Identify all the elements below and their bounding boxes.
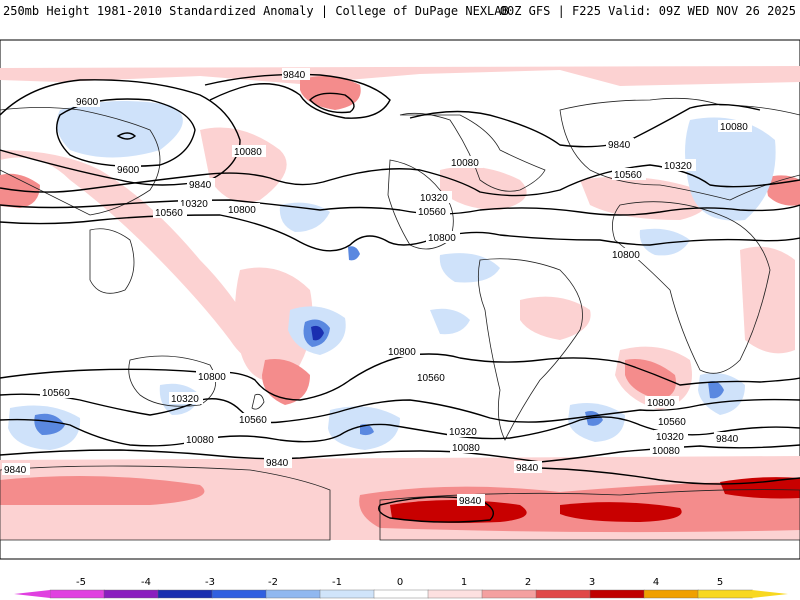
colorbar-tick-label: -2 xyxy=(268,577,278,588)
contour-label-10560: 10560 xyxy=(418,207,446,218)
colorbar-swatches xyxy=(14,589,788,599)
contour-label-10800: 10800 xyxy=(428,233,456,244)
colorbar-tick-label: 1 xyxy=(461,577,467,588)
contour-label-10800: 10800 xyxy=(198,372,226,383)
contour-label-10800: 10800 xyxy=(612,250,640,261)
contour-label-9600: 9600 xyxy=(117,165,140,176)
model-run-info: 00Z GFS | F225 Valid: 09Z WED NOV 26 202… xyxy=(499,4,796,18)
contour-label-9840: 9840 xyxy=(266,458,289,469)
contour-label-10560: 10560 xyxy=(42,388,70,399)
contour-label-10320: 10320 xyxy=(171,394,199,405)
contour-label-9840: 9840 xyxy=(283,70,306,81)
colorbar-tick-labels: -5 -4 -3 -2 -1 0 1 2 3 4 5 xyxy=(76,577,723,588)
strong-negative-fills xyxy=(311,325,324,341)
colorbar-tick-label: -4 xyxy=(141,577,151,588)
contour-label-10080: 10080 xyxy=(186,435,214,446)
colorbar-tick-label: -1 xyxy=(332,577,342,588)
colorbar-tick-label: 2 xyxy=(525,577,531,588)
contour-label-10320: 10320 xyxy=(420,193,448,204)
colorbar-min-extension xyxy=(14,590,50,598)
colorbar-swatch xyxy=(265,589,321,599)
contour-label-9840: 9840 xyxy=(4,465,27,476)
contour-labels: 9840 9600 9600 9840 10080 10320 10560 10… xyxy=(2,68,752,507)
contour-label-9840: 9840 xyxy=(516,463,539,474)
colorbar-swatch xyxy=(589,589,645,599)
map-title: 250mb Height 1981-2010 Standardized Anom… xyxy=(3,4,509,18)
contour-label-10800: 10800 xyxy=(228,205,256,216)
contour-label-9840: 9840 xyxy=(459,496,482,507)
colorbar-swatch xyxy=(535,589,591,599)
contour-label-10560: 10560 xyxy=(658,417,686,428)
contour-label-10560: 10560 xyxy=(417,373,445,384)
colorbar-swatch xyxy=(211,589,267,599)
contour-label-10800: 10800 xyxy=(647,398,675,409)
colorbar-swatch xyxy=(427,589,483,599)
contour-label-10560: 10560 xyxy=(155,208,183,219)
colorbar-swatch xyxy=(319,589,375,599)
contour-label-10080: 10080 xyxy=(452,443,480,454)
colorbar-swatch xyxy=(481,589,537,599)
colorbar-swatch xyxy=(643,589,699,599)
contour-label-9840: 9840 xyxy=(189,180,212,191)
contour-label-10080: 10080 xyxy=(234,147,262,158)
colorbar-swatch xyxy=(373,589,429,599)
colorbar-swatch xyxy=(49,589,105,599)
colorbar-tick-label: 4 xyxy=(653,577,659,588)
colorbar-max-extension xyxy=(752,590,788,598)
contour-label-9840: 9840 xyxy=(716,434,739,445)
contour-label-10080: 10080 xyxy=(652,446,680,457)
colorbar-swatch xyxy=(157,589,213,599)
contour-label-9840: 9840 xyxy=(608,140,631,151)
contour-label-10320: 10320 xyxy=(656,432,684,443)
colorbar-tick-label: -3 xyxy=(205,577,215,588)
colorbar-tick-label: 5 xyxy=(717,577,723,588)
contour-label-10080: 10080 xyxy=(720,122,748,133)
contour-label-10560: 10560 xyxy=(239,415,267,426)
contour-label-10320: 10320 xyxy=(449,427,477,438)
contour-label-10320: 10320 xyxy=(180,199,208,210)
colorbar-legend: -5 -4 -3 -2 -1 0 1 2 3 4 5 xyxy=(14,577,788,599)
colorbar-tick-label: -5 xyxy=(76,577,86,588)
colorbar-tick-label: 3 xyxy=(589,577,595,588)
colorbar-swatch xyxy=(697,589,753,599)
contour-label-10560: 10560 xyxy=(614,170,642,181)
contour-label-10320: 10320 xyxy=(664,161,692,172)
colorbar-swatch xyxy=(103,589,159,599)
contour-label-10080: 10080 xyxy=(451,158,479,169)
contour-label-9600: 9600 xyxy=(76,97,99,108)
colorbar-tick-label: 0 xyxy=(397,577,403,588)
contour-label-10800: 10800 xyxy=(388,347,416,358)
